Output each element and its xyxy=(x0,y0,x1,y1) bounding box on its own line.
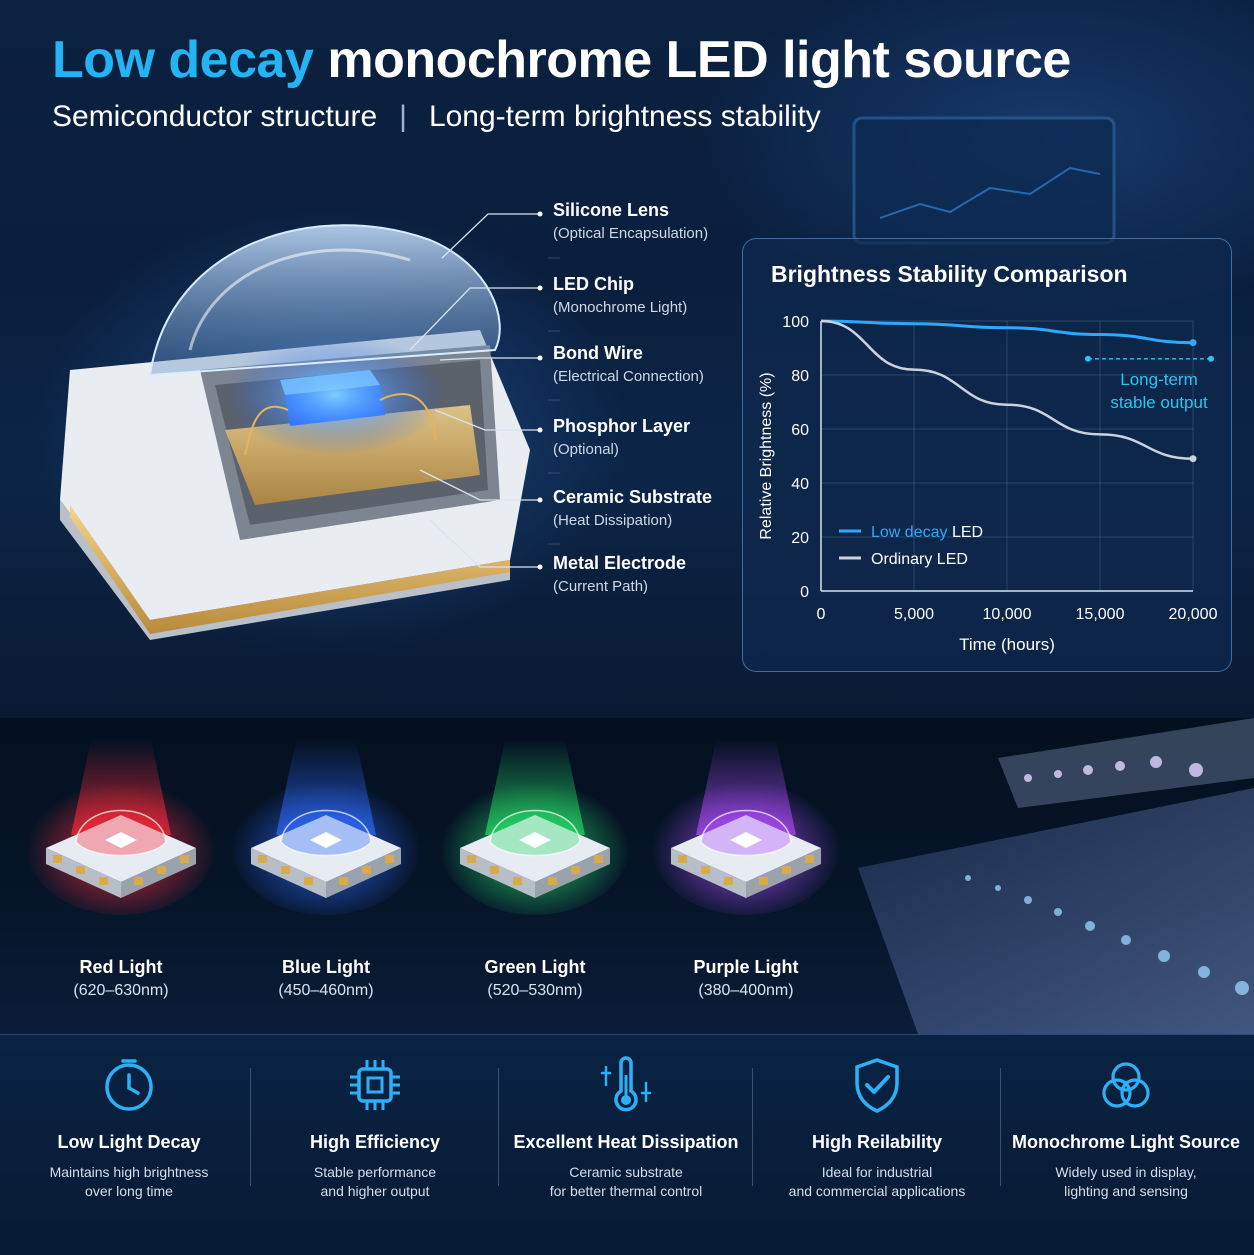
clock-icon xyxy=(105,1059,153,1111)
divider xyxy=(250,1068,251,1186)
thermometer-icon xyxy=(600,1056,652,1112)
led-name: Blue Light xyxy=(282,957,370,977)
annotation-line-1: Long-term xyxy=(1120,370,1197,389)
divider xyxy=(498,1068,499,1186)
callout-desc: (Electrical Connection) xyxy=(553,368,704,385)
feature-desc: Widely used in display, lighting and sens… xyxy=(1055,1164,1197,1199)
series-line-ordinary xyxy=(820,319,1194,460)
x-tick-label: 0 xyxy=(817,606,826,623)
callout-name: Bond Wire xyxy=(553,343,643,363)
callout-name: Phosphor Layer xyxy=(553,416,691,436)
subtitle-right: Long-term brightness stability xyxy=(428,100,821,133)
red-led-icon xyxy=(26,740,216,915)
led-name: Green Light xyxy=(484,957,586,977)
callout-metal-electrode: Metal Electrode (Current Path) xyxy=(553,553,686,595)
y-tick-label: 80 xyxy=(791,368,809,385)
brightness-chart: 0 5,000 10,000 15,000 20,000 0 20 40 60 80 100 Time… xyxy=(758,314,1218,654)
feature-desc: Stable performance and higher output xyxy=(313,1164,437,1199)
x-tick-label: 5,000 xyxy=(894,606,934,623)
x-tick-label: 20,000 xyxy=(1169,606,1218,623)
feature-high-reliability: High Reilability Ideal for industrial and… xyxy=(757,1050,997,1201)
callout-desc: (Optional) xyxy=(553,441,619,458)
features-background xyxy=(0,1034,1254,1255)
x-tick-label: 10,000 xyxy=(983,606,1032,623)
chart-panel: Brightness Stability Comparison 0 5,000 10… xyxy=(742,238,1232,672)
led-wavelength: (380–400nm) xyxy=(698,982,794,999)
feature-heat-dissipation: Excellent Heat Dissipation Ceramic subst… xyxy=(506,1050,746,1201)
feature-name: High Reilability xyxy=(811,1132,943,1152)
feature-desc: Maintains high brightness over long time xyxy=(49,1164,209,1199)
y-axis-label: Relative Brightness (%) xyxy=(758,372,775,539)
production-line-image xyxy=(858,718,1254,1034)
color-circles-icon xyxy=(1102,1062,1150,1108)
led-wavelength: (520–530nm) xyxy=(487,982,583,999)
callout-desc: (Heat Dissipation) xyxy=(553,512,673,529)
annotation-arrow-end xyxy=(1208,355,1214,362)
page-subtitle: Semiconductor structure | Long-term bright… xyxy=(52,100,821,134)
lab-monitor-background xyxy=(852,116,1116,245)
led-wavelength: (620–630nm) xyxy=(73,982,169,999)
callout-desc: (Optical Encapsulation) xyxy=(553,225,709,242)
led-wavelength: (450–460nm) xyxy=(278,982,374,999)
y-tick-label: 100 xyxy=(782,314,809,331)
callout-led-chip: LED Chip (Monochrome Light) xyxy=(553,274,687,316)
feature-name: Low Light Decay xyxy=(57,1132,201,1152)
feature-desc: Ceramic substrate for better thermal cont… xyxy=(549,1164,703,1199)
callout-ceramic-substrate: Ceramic Substrate (Heat Dissipation) xyxy=(553,487,712,529)
green-led-icon xyxy=(440,740,630,915)
annotation-line-2: stable output xyxy=(1110,393,1208,412)
feature-name: High Efficiency xyxy=(309,1132,441,1152)
series-end-point xyxy=(1189,455,1197,463)
subtitle-left: Semiconductor structure xyxy=(52,100,378,133)
y-tick-label: 0 xyxy=(800,584,809,601)
callout-name: LED Chip xyxy=(553,274,634,294)
legend-label-ordinary: Ordinary LED xyxy=(871,551,968,568)
callout-phosphor-layer: Phosphor Layer (Optional) xyxy=(553,416,690,458)
callout-silicone-lens: Silicone Lens (Optical Encapsulation) xyxy=(553,200,708,242)
divider xyxy=(752,1068,753,1186)
series-line-low-decay xyxy=(820,319,1194,345)
callout-name: Ceramic Substrate xyxy=(553,487,713,507)
led-cross-section-illustration xyxy=(60,224,530,640)
led-name: Red Light xyxy=(79,957,163,977)
annotation-arrow-start xyxy=(1085,355,1091,362)
y-tick-label: 40 xyxy=(791,476,809,493)
title-rest: monochrome LED light source xyxy=(327,31,1071,89)
y-tick-label: 60 xyxy=(791,422,809,439)
feature-high-efficiency: High Efficiency Stable performance and hi… xyxy=(255,1050,495,1201)
led-name: Purple Light xyxy=(693,957,799,977)
chip-icon xyxy=(350,1060,400,1110)
y-tick-label: 20 xyxy=(791,530,809,547)
feature-name: Excellent Heat Dissipation xyxy=(513,1132,739,1152)
title-accent: Low decay xyxy=(52,31,314,89)
callout-name: Silicone Lens xyxy=(553,200,670,220)
series-end-point xyxy=(1189,339,1197,347)
callout-leader-lines xyxy=(409,211,560,570)
divider xyxy=(1000,1068,1001,1186)
callout-bond-wire: Bond Wire (Electrical Connection) xyxy=(553,343,704,385)
feature-low-light-decay: Low Light Decay Maintains high brightnes… xyxy=(9,1050,249,1201)
chart-title: Brightness Stability Comparison xyxy=(771,261,1128,287)
feature-desc: Ideal for industrial and commercial appli… xyxy=(788,1164,966,1199)
callout-desc: (Current Path) xyxy=(553,578,649,595)
feature-name: Monochrome Light Source xyxy=(1011,1132,1240,1152)
callout-desc: (Monochrome Light) xyxy=(553,299,688,316)
feature-monochrome-source: Monochrome Light Source Widely used in d… xyxy=(1006,1050,1246,1201)
page-title: Low decay monochrome LED light source xyxy=(52,30,1071,90)
callout-name: Metal Electrode xyxy=(553,553,687,573)
shield-check-icon xyxy=(855,1058,899,1113)
x-axis-label: Time (hours) xyxy=(959,635,1055,654)
blue-led-icon xyxy=(231,740,421,915)
legend-label-low-decay: Low decay LED xyxy=(871,524,983,541)
x-tick-label: 15,000 xyxy=(1076,606,1125,623)
subtitle-separator: | xyxy=(399,100,407,133)
purple-led-icon xyxy=(651,740,841,915)
